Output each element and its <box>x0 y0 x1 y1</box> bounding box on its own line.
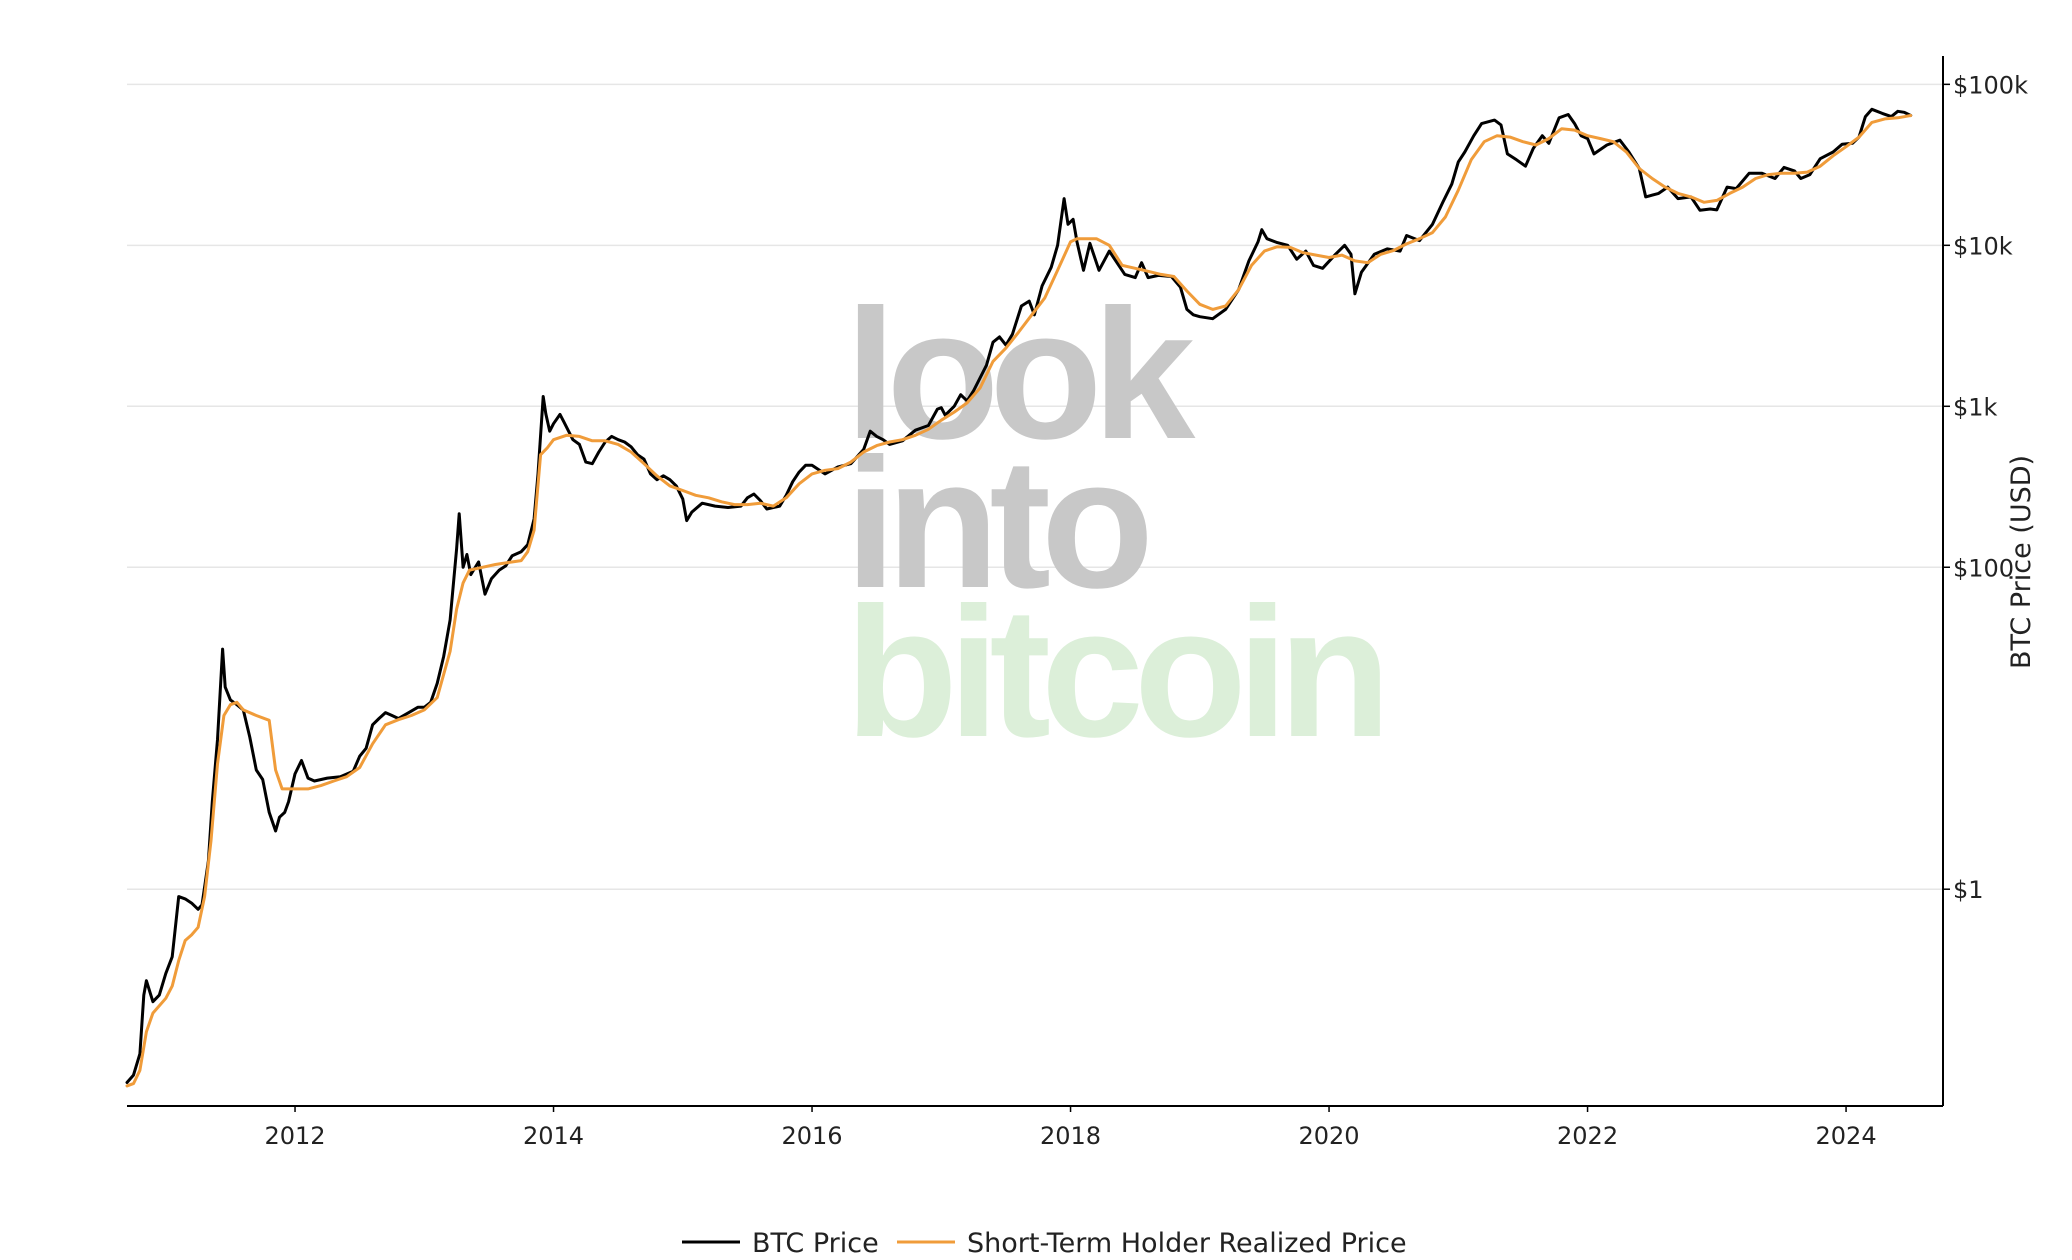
legend-label-btc-price: BTC Price <box>752 1228 879 1259</box>
plot-series <box>125 107 1913 1088</box>
legend-item-btc-price[interactable]: BTC Price <box>682 1228 879 1259</box>
sth-realized-price-line <box>125 114 1913 1088</box>
y-tick-label-1: $100 <box>1953 554 2014 582</box>
x-tick-label-3: 2018 <box>1040 1122 1101 1150</box>
x-tick-labels: 2012 2014 2016 2018 2020 2022 2024 <box>264 1106 1877 1150</box>
x-tick-label-0: 2012 <box>264 1122 325 1150</box>
y-tick-label-3: $10k <box>1953 232 2013 260</box>
y-tick-labels: $1 $100 $1k $10k $100k <box>1943 71 2028 904</box>
x-tick-label-1: 2014 <box>523 1122 584 1150</box>
x-tick-label-5: 2022 <box>1557 1122 1618 1150</box>
y-axis-label: BTC Price (USD) <box>2006 455 2037 669</box>
legend-item-sth-realized-price[interactable]: Short-Term Holder Realized Price <box>897 1228 1407 1259</box>
y-tick-label-0: $1 <box>1953 876 1984 904</box>
x-tick-label-6: 2024 <box>1816 1122 1877 1150</box>
watermark-look: look <box>845 272 1196 478</box>
gridlines <box>127 83 1943 890</box>
y-tick-label-4: $100k <box>1953 71 2028 99</box>
btc-price-line <box>125 107 1913 1084</box>
axes <box>127 56 1944 1107</box>
legend-label-sth-realized-price: Short-Term Holder Realized Price <box>967 1228 1407 1259</box>
legend: BTC Price Short-Term Holder Realized Pri… <box>682 1228 1407 1259</box>
x-tick-label-4: 2020 <box>1299 1122 1360 1150</box>
watermark-bitcoin: bitcoin <box>845 570 1381 776</box>
x-tick-label-2: 2016 <box>782 1122 843 1150</box>
y-tick-label-2: $1k <box>1953 393 1998 421</box>
watermark-into: into <box>845 421 1147 627</box>
watermark: look into bitcoin <box>845 272 1391 776</box>
